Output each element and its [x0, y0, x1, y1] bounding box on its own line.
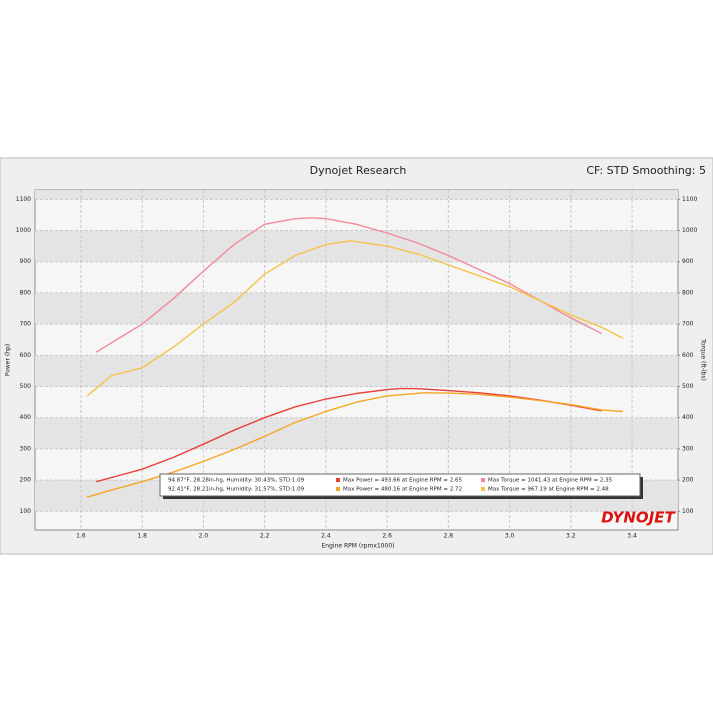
- grid-band: [35, 417, 678, 449]
- y-tick-label: 500: [20, 383, 32, 390]
- legend-swatch: [336, 487, 340, 491]
- legend-conditions: 94.87°F, 28.28in-hg, Humidity: 30.43%, S…: [168, 478, 305, 484]
- y2-tick-label: 900: [682, 258, 694, 265]
- y-tick-label: 1100: [16, 196, 31, 203]
- legend-label: Max Power = 493.66 at Engine RPM = 2.65: [343, 478, 462, 484]
- y2-tick-label: 600: [682, 352, 694, 359]
- x-tick-label: 2.4: [321, 533, 331, 540]
- chart-title: Dynojet Research: [310, 164, 407, 177]
- y-tick-label: 700: [20, 321, 32, 328]
- y2-tick-label: 300: [682, 445, 694, 452]
- y2-tick-label: 400: [682, 414, 694, 421]
- y2-tick-label: 700: [682, 321, 694, 328]
- chart-subtitle: CF: STD Smoothing: 5: [586, 164, 706, 177]
- y-tick-label: 1000: [16, 227, 31, 234]
- y2-tick-label: 200: [682, 477, 694, 484]
- y2-tick-label: 1100: [682, 196, 697, 203]
- x-tick-label: 3.0: [505, 533, 515, 540]
- grid-band: [35, 230, 678, 262]
- x-tick-label: 2.0: [199, 533, 209, 540]
- y-tick-label: 200: [20, 477, 32, 484]
- legend-label: Max Torque = 1041.43 at Engine RPM = 2.3…: [488, 478, 613, 484]
- y-tick-label: 400: [20, 414, 32, 421]
- y-tick-label: 800: [20, 289, 32, 296]
- series-line: [96, 387, 602, 483]
- y2-tick-label: 800: [682, 289, 694, 296]
- y-tick-label: 300: [20, 445, 32, 452]
- y2-tick-label: 100: [682, 508, 694, 515]
- y2-axis-label: Torque (ft-lbs): [700, 338, 707, 381]
- x-tick-label: 3.4: [627, 533, 637, 540]
- grid-band: [35, 292, 678, 325]
- y-tick-label: 600: [20, 352, 32, 359]
- legend-swatch: [481, 487, 485, 491]
- x-tick-label: 2.6: [382, 533, 392, 540]
- legend-label: Max Power = 480.16 at Engine RPM = 2.72: [343, 487, 462, 493]
- legend-swatch: [336, 478, 340, 482]
- series-line: [86, 392, 623, 498]
- y-tick-label: 100: [20, 508, 32, 515]
- x-tick-label: 2.2: [260, 533, 270, 540]
- series-line: [86, 240, 624, 397]
- brand-logo: DYNOJET: [601, 509, 676, 527]
- legend-box: [159, 473, 641, 497]
- y2-tick-label: 500: [682, 383, 694, 390]
- legend-conditions: 92.41°F, 28.21in-hg, Humidity: 31.57%, S…: [168, 487, 305, 493]
- x-tick-label: 1.8: [137, 533, 147, 540]
- x-tick-label: 1.6: [76, 533, 86, 540]
- y-axis-label: Power (hp): [5, 344, 12, 376]
- legend-swatch: [481, 478, 485, 482]
- legend-label: Max Torque = 967.19 at Engine RPM = 2.48: [488, 487, 609, 493]
- series-line: [95, 217, 602, 353]
- y2-tick-label: 1000: [682, 227, 697, 234]
- x-tick-label: 2.8: [444, 533, 454, 540]
- x-tick-label: 3.2: [566, 533, 576, 540]
- y-tick-label: 900: [20, 258, 32, 265]
- x-axis-label: Engine RPM (rpmx1000): [322, 543, 395, 550]
- grid-band: [35, 190, 678, 200]
